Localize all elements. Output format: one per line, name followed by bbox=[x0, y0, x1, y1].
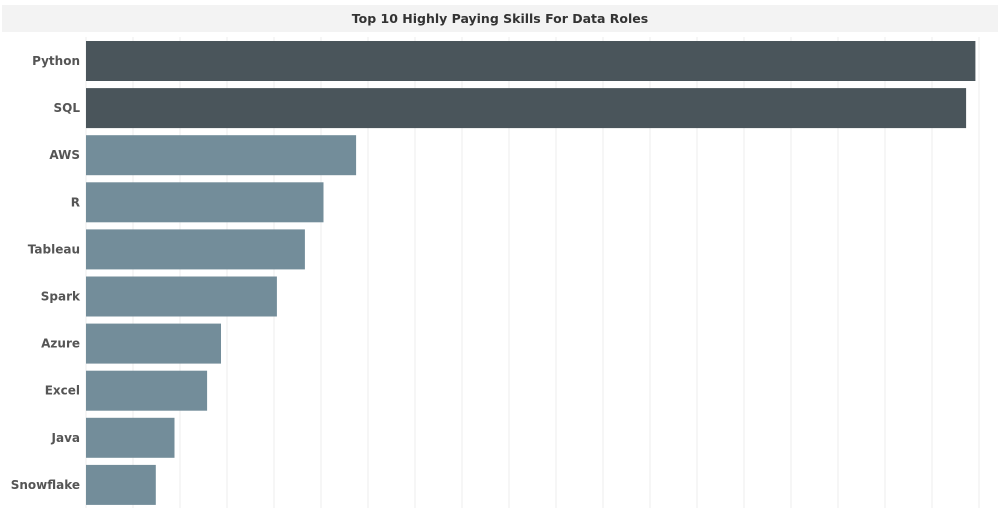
category-label-tableau: Tableau bbox=[28, 242, 80, 256]
category-label-sql: SQL bbox=[54, 101, 81, 115]
bar-spark[interactable] bbox=[86, 276, 277, 317]
bar-snowflake[interactable] bbox=[86, 464, 156, 505]
bar-r[interactable] bbox=[86, 182, 324, 223]
bar-azure[interactable] bbox=[86, 323, 221, 364]
category-label-excel: Excel bbox=[45, 384, 80, 398]
chart-title: Top 10 Highly Paying Skills For Data Rol… bbox=[2, 5, 998, 32]
category-labels: Python SQL AWS R Tableau Spark Azure Excel Java S… bbox=[11, 54, 81, 492]
bar-excel[interactable] bbox=[86, 370, 208, 411]
category-label-java: Java bbox=[51, 431, 80, 445]
bar-tableau[interactable] bbox=[86, 229, 305, 270]
category-label-aws: AWS bbox=[49, 148, 80, 162]
bar-sql[interactable] bbox=[86, 88, 967, 129]
category-label-azure: Azure bbox=[41, 337, 80, 351]
bars bbox=[86, 41, 976, 505]
category-label-snowflake: Snowflake bbox=[11, 478, 80, 492]
bar-aws[interactable] bbox=[86, 135, 357, 176]
category-label-spark: Spark bbox=[41, 290, 81, 304]
category-label-python: Python bbox=[32, 54, 80, 68]
bar-java[interactable] bbox=[86, 417, 175, 458]
bar-python[interactable] bbox=[86, 41, 976, 81]
category-label-r: R bbox=[71, 195, 80, 209]
